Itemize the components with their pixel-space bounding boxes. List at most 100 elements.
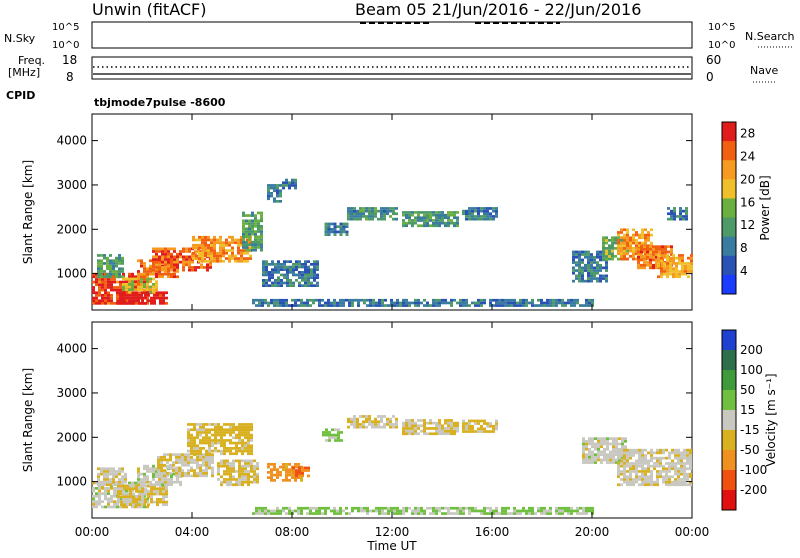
data-cell — [255, 304, 258, 307]
data-cell — [655, 263, 658, 267]
data-cell — [155, 272, 158, 276]
data-cell — [447, 219, 450, 222]
data-cell — [267, 192, 270, 195]
data-cell — [647, 239, 650, 242]
data-cell — [447, 424, 450, 428]
data-cell — [638, 244, 641, 248]
data-cell — [652, 255, 655, 259]
data-cell — [100, 254, 103, 257]
data-cell — [447, 301, 450, 305]
data-cell — [199, 469, 202, 472]
data-cell — [365, 420, 368, 424]
data-cell — [435, 512, 438, 515]
data-cell — [243, 259, 246, 263]
power-colorbar-swatch — [722, 160, 736, 180]
data-cell — [304, 273, 307, 277]
data-cell — [307, 469, 310, 472]
data-cell — [198, 254, 201, 258]
data-cell — [112, 470, 115, 473]
data-cell — [123, 495, 126, 499]
data-cell — [483, 212, 486, 216]
data-cell — [248, 238, 251, 241]
data-cell — [444, 512, 447, 515]
data-cell — [474, 422, 477, 425]
data-cell — [686, 475, 689, 479]
data-cell — [295, 263, 298, 266]
data-cell — [153, 299, 156, 303]
data-cell — [420, 506, 423, 510]
data-cell — [92, 497, 95, 501]
data-cell — [155, 250, 158, 253]
data-cell — [641, 464, 644, 468]
data-cell — [279, 184, 282, 187]
data-cell — [594, 437, 597, 440]
power-region-13 — [402, 211, 459, 228]
data-cell — [423, 304, 426, 307]
data-cell — [277, 271, 280, 274]
data-cell — [673, 217, 676, 221]
data-cell — [371, 420, 374, 424]
data-cell — [318, 506, 321, 510]
data-cell — [353, 423, 356, 426]
data-cell — [289, 268, 292, 271]
data-cell — [276, 476, 279, 479]
data-cell — [615, 458, 618, 462]
data-cell — [288, 506, 291, 510]
data-cell — [176, 263, 179, 267]
data-cell — [599, 263, 602, 267]
data-cell — [104, 288, 107, 292]
data-cell — [149, 280, 152, 283]
data-cell — [164, 258, 167, 261]
data-cell — [256, 480, 259, 484]
data-cell — [163, 463, 166, 467]
data-cell — [309, 506, 312, 510]
velocity-colorbar-swatch — [722, 410, 736, 431]
data-cell — [387, 509, 390, 513]
data-cell — [611, 249, 614, 253]
data-cell — [593, 258, 596, 262]
data-cell — [489, 217, 492, 221]
data-cell — [426, 432, 429, 436]
data-cell — [480, 430, 483, 433]
data-cell — [643, 245, 646, 248]
data-cell — [235, 433, 238, 437]
data-cell — [112, 272, 115, 276]
data-cell — [182, 260, 185, 264]
data-cell — [677, 456, 680, 460]
data-cell — [143, 489, 146, 493]
data-cell — [135, 503, 138, 507]
data-cell — [95, 494, 98, 498]
data-cell — [462, 424, 465, 428]
data-cell — [546, 301, 549, 305]
data-cell — [626, 451, 629, 455]
data-cell — [190, 439, 193, 442]
data-cell — [643, 263, 646, 267]
data-cell — [588, 440, 591, 443]
data-cell — [165, 500, 168, 504]
data-cell — [217, 439, 220, 442]
data-cell — [304, 263, 307, 266]
data-cell — [582, 437, 585, 440]
data-cell — [378, 512, 381, 515]
data-cell — [561, 301, 564, 305]
data-cell — [661, 247, 664, 251]
data-cell — [92, 280, 95, 284]
data-cell — [330, 304, 333, 307]
data-cell — [208, 452, 211, 456]
data-cell — [213, 259, 216, 263]
data-cell — [250, 436, 253, 440]
data-cell — [608, 257, 611, 261]
data-cell — [596, 263, 599, 267]
data-cell — [483, 207, 486, 210]
data-cell — [115, 264, 118, 268]
data-cell — [187, 441, 190, 445]
data-cell — [146, 283, 149, 286]
data-cell — [495, 509, 498, 513]
data-cell — [414, 427, 417, 430]
data-cell — [170, 480, 173, 484]
data-cell — [640, 266, 643, 270]
data-cell — [655, 250, 658, 254]
x-axis-title: Time UT — [366, 539, 417, 553]
data-cell — [671, 448, 674, 452]
data-cell — [225, 238, 228, 242]
